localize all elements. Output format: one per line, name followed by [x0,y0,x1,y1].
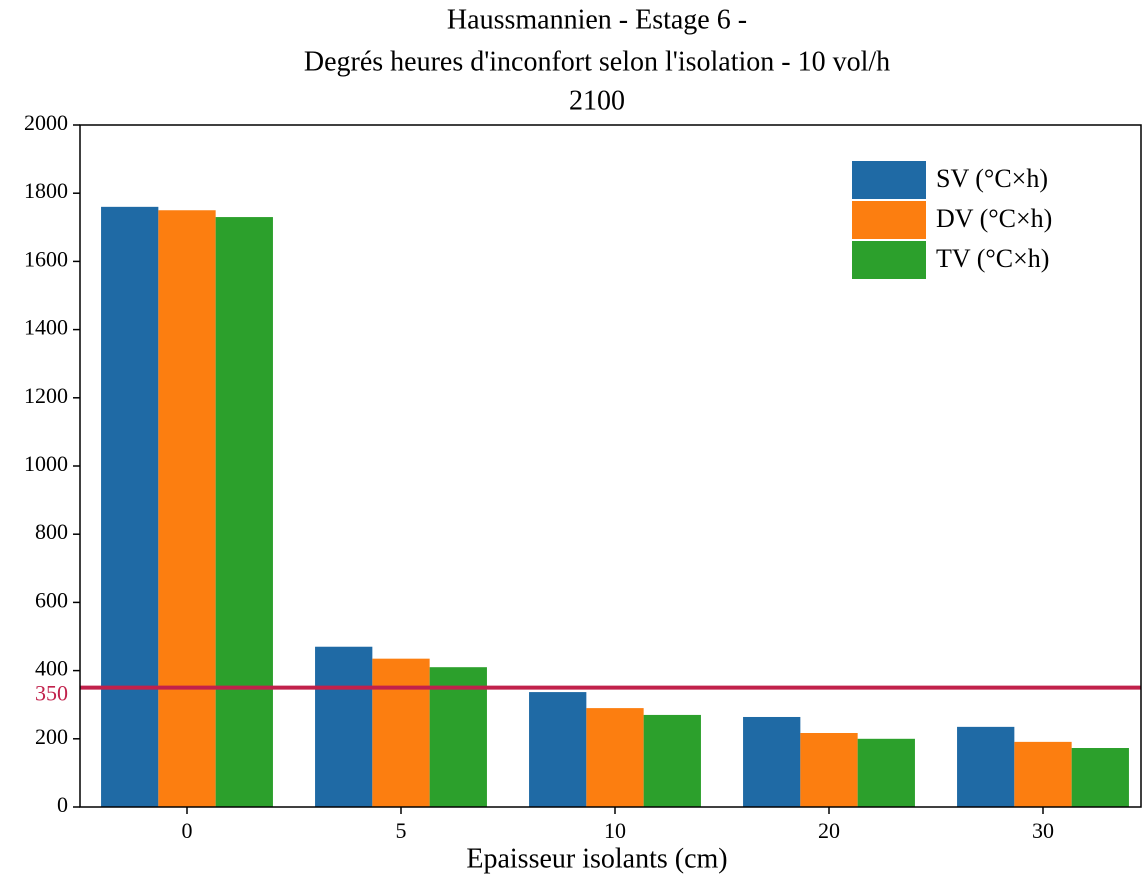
bar [743,716,801,807]
y-tick-label: 2000 [24,110,68,135]
bar [429,667,487,807]
chart-title: Haussmannien - Estage 6 - [447,4,747,35]
bar [529,692,587,807]
chart-title: 2100 [569,85,625,116]
x-tick-label: 5 [396,818,407,843]
legend-swatch [852,201,926,239]
bar [643,714,701,807]
y-tick-label: 1800 [24,178,68,203]
bar [158,210,216,807]
bar [215,217,273,807]
bar [1014,741,1072,807]
y-tick-label: 0 [57,792,68,817]
y-tick-label: 400 [35,656,68,681]
bar [372,658,430,807]
y-tick-label: 1400 [24,315,68,340]
bar [315,646,373,807]
x-tick-label: 0 [182,818,193,843]
y-tick-label: 600 [35,587,68,612]
chart-title: Degrés heures d'inconfort selon l'isolat… [304,46,890,77]
y-tick-label: 1200 [24,383,68,408]
bar [857,738,915,807]
x-tick-label: 10 [604,818,626,843]
y-tick-label: 1000 [24,451,68,476]
plot-frame [79,124,1142,808]
legend-label: DV (°C×h) [936,204,1052,233]
reference-label: 350 [35,681,68,706]
legend-swatch [852,161,926,199]
legend-swatch [852,241,926,279]
bar [957,726,1015,807]
y-tick-label: 200 [35,724,68,749]
bar [101,206,159,808]
x-axis-label: Epaisseur isolants (cm) [466,843,727,874]
x-tick-label: 30 [1032,818,1054,843]
bar [586,708,644,807]
bar [800,733,858,807]
bar [1071,748,1129,807]
x-tick-label: 20 [818,818,840,843]
legend-label: SV (°C×h) [936,164,1048,193]
legend-label: TV (°C×h) [936,244,1049,273]
y-tick-label: 800 [35,519,68,544]
y-tick-label: 1600 [24,246,68,271]
